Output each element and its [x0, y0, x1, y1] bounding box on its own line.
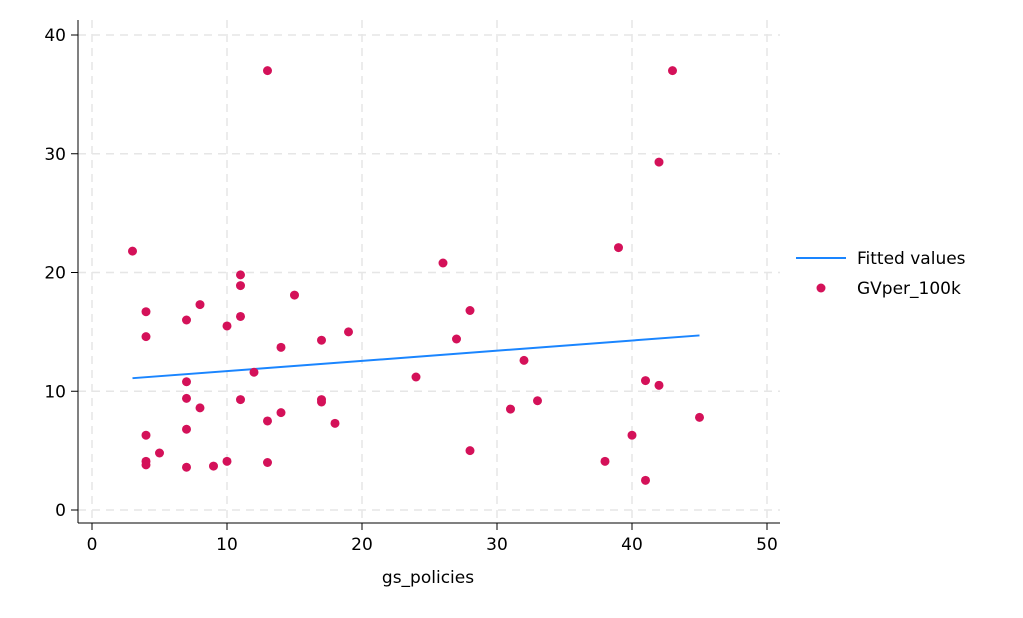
- data-point: [641, 376, 650, 386]
- axes: 0 10 20 30 40 50 0 10 20 30 40: [44, 20, 780, 555]
- x-axis-label: gs_policies: [382, 568, 474, 588]
- data-point: [654, 157, 664, 167]
- data-point: [236, 395, 245, 405]
- data-point: [438, 258, 448, 268]
- data-point: [276, 342, 286, 352]
- data-point: [506, 404, 515, 414]
- data-point: [222, 321, 232, 331]
- data-point: [695, 412, 704, 422]
- x-tick-label: 0: [87, 535, 98, 555]
- data-point: [222, 456, 232, 466]
- data-point: [330, 418, 340, 428]
- data-point: [654, 380, 664, 390]
- x-tick-label: 30: [486, 535, 508, 555]
- grid: [78, 20, 780, 523]
- data-point: [182, 377, 191, 387]
- legend: Fitted values GVper_100k: [796, 249, 966, 299]
- y-tick-label: 20: [44, 264, 66, 284]
- data-point: [627, 430, 637, 440]
- data-point: [263, 458, 272, 467]
- data-point: [236, 270, 245, 280]
- y-tick-label: 30: [44, 145, 66, 165]
- data-point: [276, 408, 286, 418]
- data-point: [263, 416, 272, 426]
- data-point: [263, 66, 272, 76]
- data-point: [141, 430, 151, 440]
- data-point: [344, 327, 353, 337]
- data-point: [411, 372, 421, 382]
- fitted-line: [132, 334, 700, 380]
- y-tick-label: 40: [44, 26, 66, 46]
- data-point: [641, 475, 650, 485]
- data-point: [182, 462, 191, 472]
- data-point: [614, 243, 623, 253]
- x-tick-label: 40: [621, 535, 643, 555]
- x-tick-label: 10: [216, 535, 238, 555]
- data-point: [465, 446, 475, 456]
- data-point: [600, 456, 610, 466]
- marks: [128, 66, 704, 485]
- data-point: [317, 335, 326, 345]
- x-tick-label: 20: [351, 535, 373, 555]
- data-point: [668, 66, 677, 76]
- data-point: [209, 461, 218, 471]
- data-point: [141, 332, 151, 342]
- legend-label-points: GVper_100k: [857, 279, 961, 299]
- data-point: [249, 367, 259, 377]
- data-point: [519, 355, 529, 365]
- y-tick-label: 10: [44, 382, 66, 402]
- data-point: [317, 397, 326, 407]
- legend-label-fitted: Fitted values: [857, 249, 966, 269]
- data-point: [182, 315, 191, 325]
- legend-swatch-points: [816, 283, 826, 293]
- data-point: [236, 311, 245, 321]
- data-point: [141, 307, 151, 317]
- data-point: [195, 300, 205, 310]
- x-tick-label: 50: [756, 535, 778, 555]
- data-point: [195, 403, 205, 413]
- data-point: [141, 460, 151, 470]
- y-tick-label: 0: [55, 501, 66, 521]
- data-point: [182, 393, 191, 403]
- data-point: [533, 396, 542, 406]
- data-point: [155, 448, 164, 458]
- data-point: [452, 334, 461, 344]
- data-point: [465, 306, 475, 315]
- data-point: [236, 281, 245, 291]
- data-point: [128, 246, 137, 256]
- data-point: [182, 424, 191, 434]
- data-point: [290, 290, 299, 300]
